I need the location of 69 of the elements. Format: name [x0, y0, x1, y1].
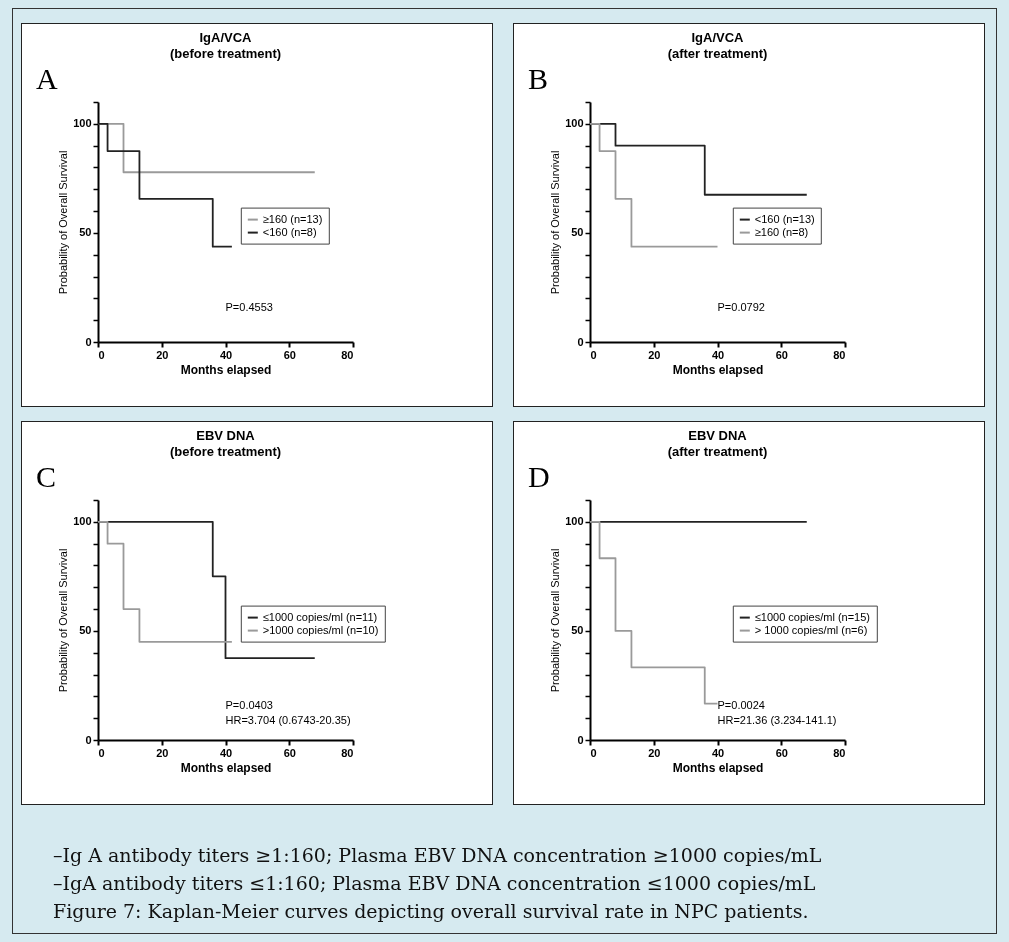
text: A: [36, 62, 58, 95]
y-tick-label: 0: [85, 335, 92, 348]
x-axis-title: Months elapsed: [672, 760, 764, 775]
chart-subtitle: (after treatment): [667, 444, 768, 459]
y-tick-label: 100: [73, 117, 92, 130]
x-tick-label: 0: [98, 348, 105, 361]
annotation: P=0.0024: [717, 699, 765, 711]
x-tick-label: 0: [590, 348, 597, 361]
x-tick-label: 20: [156, 348, 169, 361]
y-tick-label: 0: [577, 335, 584, 348]
legend-label: ≤1000 copies/ml (n=11): [262, 610, 378, 623]
text: –Ig A antibody titers ≥1:160; Plasma EBV DNA concentration ≥1000 copies/mL: [53, 843, 822, 868]
annotation: P=0.0403: [225, 699, 273, 711]
y-tick-label: 0: [85, 733, 92, 746]
caption: Figure 7: Kaplan-Meier curves depicting overall survival rate in NPC patients.: [53, 899, 810, 924]
annotation: HR=21.36 (3.234-141.1): [717, 714, 837, 726]
x-tick-label: 0: [590, 746, 597, 759]
y-tick-label: 50: [571, 226, 584, 239]
x-tick-label: 60: [283, 348, 296, 361]
x-tick-label: 20: [156, 746, 169, 759]
text: C: [36, 460, 57, 493]
y-axis-title: Probability of Overall Survival: [57, 548, 70, 693]
legend-label: >1000 copies/ml (n=10): [262, 623, 379, 636]
x-axis-title: Months elapsed: [672, 362, 764, 377]
text: D: [528, 460, 550, 493]
x-axis-title: Months elapsed: [180, 362, 272, 377]
x-tick-label: 40: [711, 746, 725, 759]
y-axis-title: Probability of Overall Survival: [549, 548, 562, 693]
x-tick-label: 80: [833, 348, 846, 361]
y-axis-title: Probability of Overall Survival: [549, 150, 562, 295]
legend-label: <160 (n=13): [754, 212, 815, 225]
x-tick-label: 80: [341, 746, 354, 759]
chart-title: IgA/VCA: [691, 30, 745, 45]
x-tick-label: 20: [648, 746, 661, 759]
chart-subtitle: (before treatment): [169, 46, 282, 61]
x-tick-label: 80: [833, 746, 846, 759]
x-tick-label: 0: [98, 746, 105, 759]
text: –IgA antibody titers ≤1:160; Plasma EBV DNA concentration ≤1000 copies/mL: [53, 871, 817, 896]
legend-label: <160 (n=8): [262, 225, 317, 238]
x-tick-label: 40: [711, 348, 725, 361]
y-tick-label: 100: [565, 515, 584, 528]
chart-title: EBV DNA: [688, 428, 748, 443]
legend-label: ≥160 (n=13): [262, 212, 323, 225]
x-tick-label: 80: [341, 348, 354, 361]
x-tick-label: 40: [219, 746, 233, 759]
legend-label: ≤1000 copies/ml (n=15): [754, 610, 870, 623]
annotation: P=0.4553: [225, 301, 273, 313]
y-axis-title: Probability of Overall Survival: [57, 150, 70, 295]
y-tick-label: 100: [73, 515, 92, 528]
x-tick-label: 20: [648, 348, 661, 361]
chart-subtitle: (after treatment): [667, 46, 768, 61]
y-tick-label: 50: [79, 226, 92, 239]
y-tick-label: 0: [577, 733, 584, 746]
text: B: [528, 62, 549, 95]
x-tick-label: 40: [219, 348, 233, 361]
annotation: HR=3.704 (0.6743-20.35): [225, 714, 351, 726]
chart-title: EBV DNA: [196, 428, 256, 443]
x-tick-label: 60: [283, 746, 296, 759]
legend-label: > 1000 copies/ml (n=6): [754, 623, 868, 636]
y-tick-label: 50: [79, 624, 92, 637]
chart-subtitle: (before treatment): [169, 444, 282, 459]
y-tick-label: 100: [565, 117, 584, 130]
x-tick-label: 60: [775, 348, 788, 361]
x-tick-label: 60: [775, 746, 788, 759]
y-tick-label: 50: [571, 624, 584, 637]
annotation: P=0.0792: [717, 301, 765, 313]
chart-title: IgA/VCA: [199, 30, 253, 45]
x-axis-title: Months elapsed: [180, 760, 272, 775]
legend-label: ≥160 (n=8): [754, 225, 809, 238]
